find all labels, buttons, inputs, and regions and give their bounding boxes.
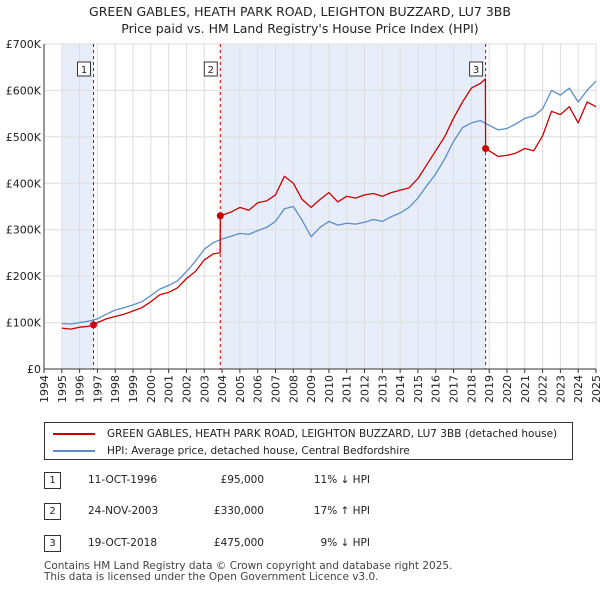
sale-number-badge: 3 bbox=[44, 535, 61, 552]
sale-hpi-change: 9% ↓ HPI bbox=[320, 537, 370, 549]
sale-label-box bbox=[469, 61, 484, 77]
x-tick-label: 2002 bbox=[180, 375, 193, 403]
sale-point bbox=[482, 144, 490, 152]
sale-label: 2 bbox=[208, 65, 214, 76]
x-tick-label: 2010 bbox=[323, 375, 336, 403]
sale-price: £95,000 bbox=[220, 474, 264, 486]
legend-label-property: GREEN GABLES, HEATH PARK ROAD, LEIGHTON … bbox=[107, 428, 558, 440]
legend-item-property: GREEN GABLES, HEATH PARK ROAD, LEIGHTON … bbox=[53, 426, 557, 442]
sale-label-box bbox=[203, 61, 218, 77]
legend-swatch-property bbox=[53, 433, 95, 435]
x-tick-label: 2008 bbox=[287, 375, 300, 403]
sale-price: £475,000 bbox=[213, 537, 264, 549]
x-tick-label: 2019 bbox=[483, 375, 496, 403]
x-tick-label: 2017 bbox=[448, 375, 461, 403]
y-tick-label: £0 bbox=[27, 363, 41, 376]
x-tick-label: 2004 bbox=[216, 375, 229, 403]
table-row: 2 24-NOV-2003 £330,000 17% ↑ HPI bbox=[44, 503, 584, 523]
shaded-period bbox=[220, 44, 486, 369]
x-tick-label: 1998 bbox=[109, 375, 122, 403]
sale-label-box bbox=[77, 61, 92, 77]
legend-label-hpi: HPI: Average price, detached house, Cent… bbox=[107, 445, 410, 457]
x-tick-label: 1996 bbox=[74, 375, 87, 403]
x-tick-label: 2015 bbox=[412, 375, 425, 403]
footer-licence: This data is licensed under the Open Gov… bbox=[44, 571, 379, 583]
price-chart: 1 2 3 £0 £100K £200K £300K £400K £500K £600K £700K… bbox=[6, 38, 600, 403]
x-tick-label: 2025 bbox=[590, 375, 600, 403]
sale-point bbox=[90, 321, 98, 329]
x-tick-label: 2013 bbox=[376, 375, 389, 403]
chart-legend: GREEN GABLES, HEATH PARK ROAD, LEIGHTON … bbox=[44, 422, 573, 460]
y-tick-label: £600K bbox=[6, 84, 42, 97]
x-tick-label: 1999 bbox=[127, 375, 140, 403]
x-tick-label: 2023 bbox=[554, 375, 567, 403]
table-row: 1 11-OCT-1996 £95,000 11% ↓ HPI bbox=[44, 472, 584, 492]
x-tick-label: 2020 bbox=[501, 375, 514, 403]
x-tick-label: 2014 bbox=[394, 375, 407, 403]
y-tick-label: £500K bbox=[6, 131, 42, 144]
hpi-line bbox=[61, 80, 597, 325]
sale-number-badge: 1 bbox=[44, 472, 61, 489]
y-tick-label: £400K bbox=[6, 177, 42, 190]
x-tick-label: 2003 bbox=[198, 375, 211, 403]
sale-hpi-change: 17% ↑ HPI bbox=[313, 505, 370, 517]
x-tick-label: 2009 bbox=[305, 375, 318, 403]
x-tick-label: 2007 bbox=[269, 375, 282, 403]
sale-label: 3 bbox=[473, 65, 479, 76]
x-tick-label: 2024 bbox=[572, 375, 585, 403]
y-tick-label: £300K bbox=[6, 224, 42, 237]
sale-date: 19-OCT-2018 bbox=[88, 537, 157, 549]
x-tick-label: 1994 bbox=[38, 375, 51, 403]
sale-date: 11-OCT-1996 bbox=[88, 474, 157, 486]
y-tick-label: £100K bbox=[6, 317, 42, 330]
sale-label: 1 bbox=[81, 65, 87, 76]
x-tick-label: 2011 bbox=[341, 375, 354, 403]
x-tick-label: 2005 bbox=[234, 375, 247, 403]
sale-hpi-change: 11% ↓ HPI bbox=[313, 474, 370, 486]
x-tick-label: 2021 bbox=[519, 375, 532, 403]
table-row: 3 19-OCT-2018 £475,000 9% ↓ HPI bbox=[44, 535, 584, 555]
sale-price: £330,000 bbox=[213, 505, 264, 517]
y-tick-label: £700K bbox=[6, 38, 42, 51]
x-tick-label: 2006 bbox=[252, 375, 265, 403]
sale-number-badge: 2 bbox=[44, 503, 61, 520]
x-tick-label: 2022 bbox=[537, 375, 550, 403]
legend-swatch-hpi bbox=[53, 450, 95, 452]
sale-point bbox=[216, 212, 224, 220]
x-tick-label: 2012 bbox=[359, 375, 372, 403]
footer-copyright: Contains HM Land Registry data © Crown c… bbox=[44, 560, 453, 572]
x-tick-label: 2016 bbox=[430, 375, 443, 403]
shaded-period bbox=[61, 44, 94, 369]
x-tick-label: 1997 bbox=[91, 375, 104, 403]
sale-date: 24-NOV-2003 bbox=[88, 505, 159, 517]
x-tick-label: 1995 bbox=[56, 375, 69, 403]
x-tick-label: 2018 bbox=[465, 375, 478, 403]
legend-item-hpi: HPI: Average price, detached house, Cent… bbox=[53, 443, 410, 459]
chart-title-line2: Price paid vs. HM Land Registry's House … bbox=[121, 21, 479, 36]
x-tick-label: 2001 bbox=[163, 375, 176, 403]
property-price-line bbox=[61, 78, 597, 330]
x-tick-label: 2000 bbox=[145, 375, 158, 403]
y-tick-label: £200K bbox=[6, 270, 42, 283]
chart-title-line1: GREEN GABLES, HEATH PARK ROAD, LEIGHTON … bbox=[89, 4, 511, 19]
